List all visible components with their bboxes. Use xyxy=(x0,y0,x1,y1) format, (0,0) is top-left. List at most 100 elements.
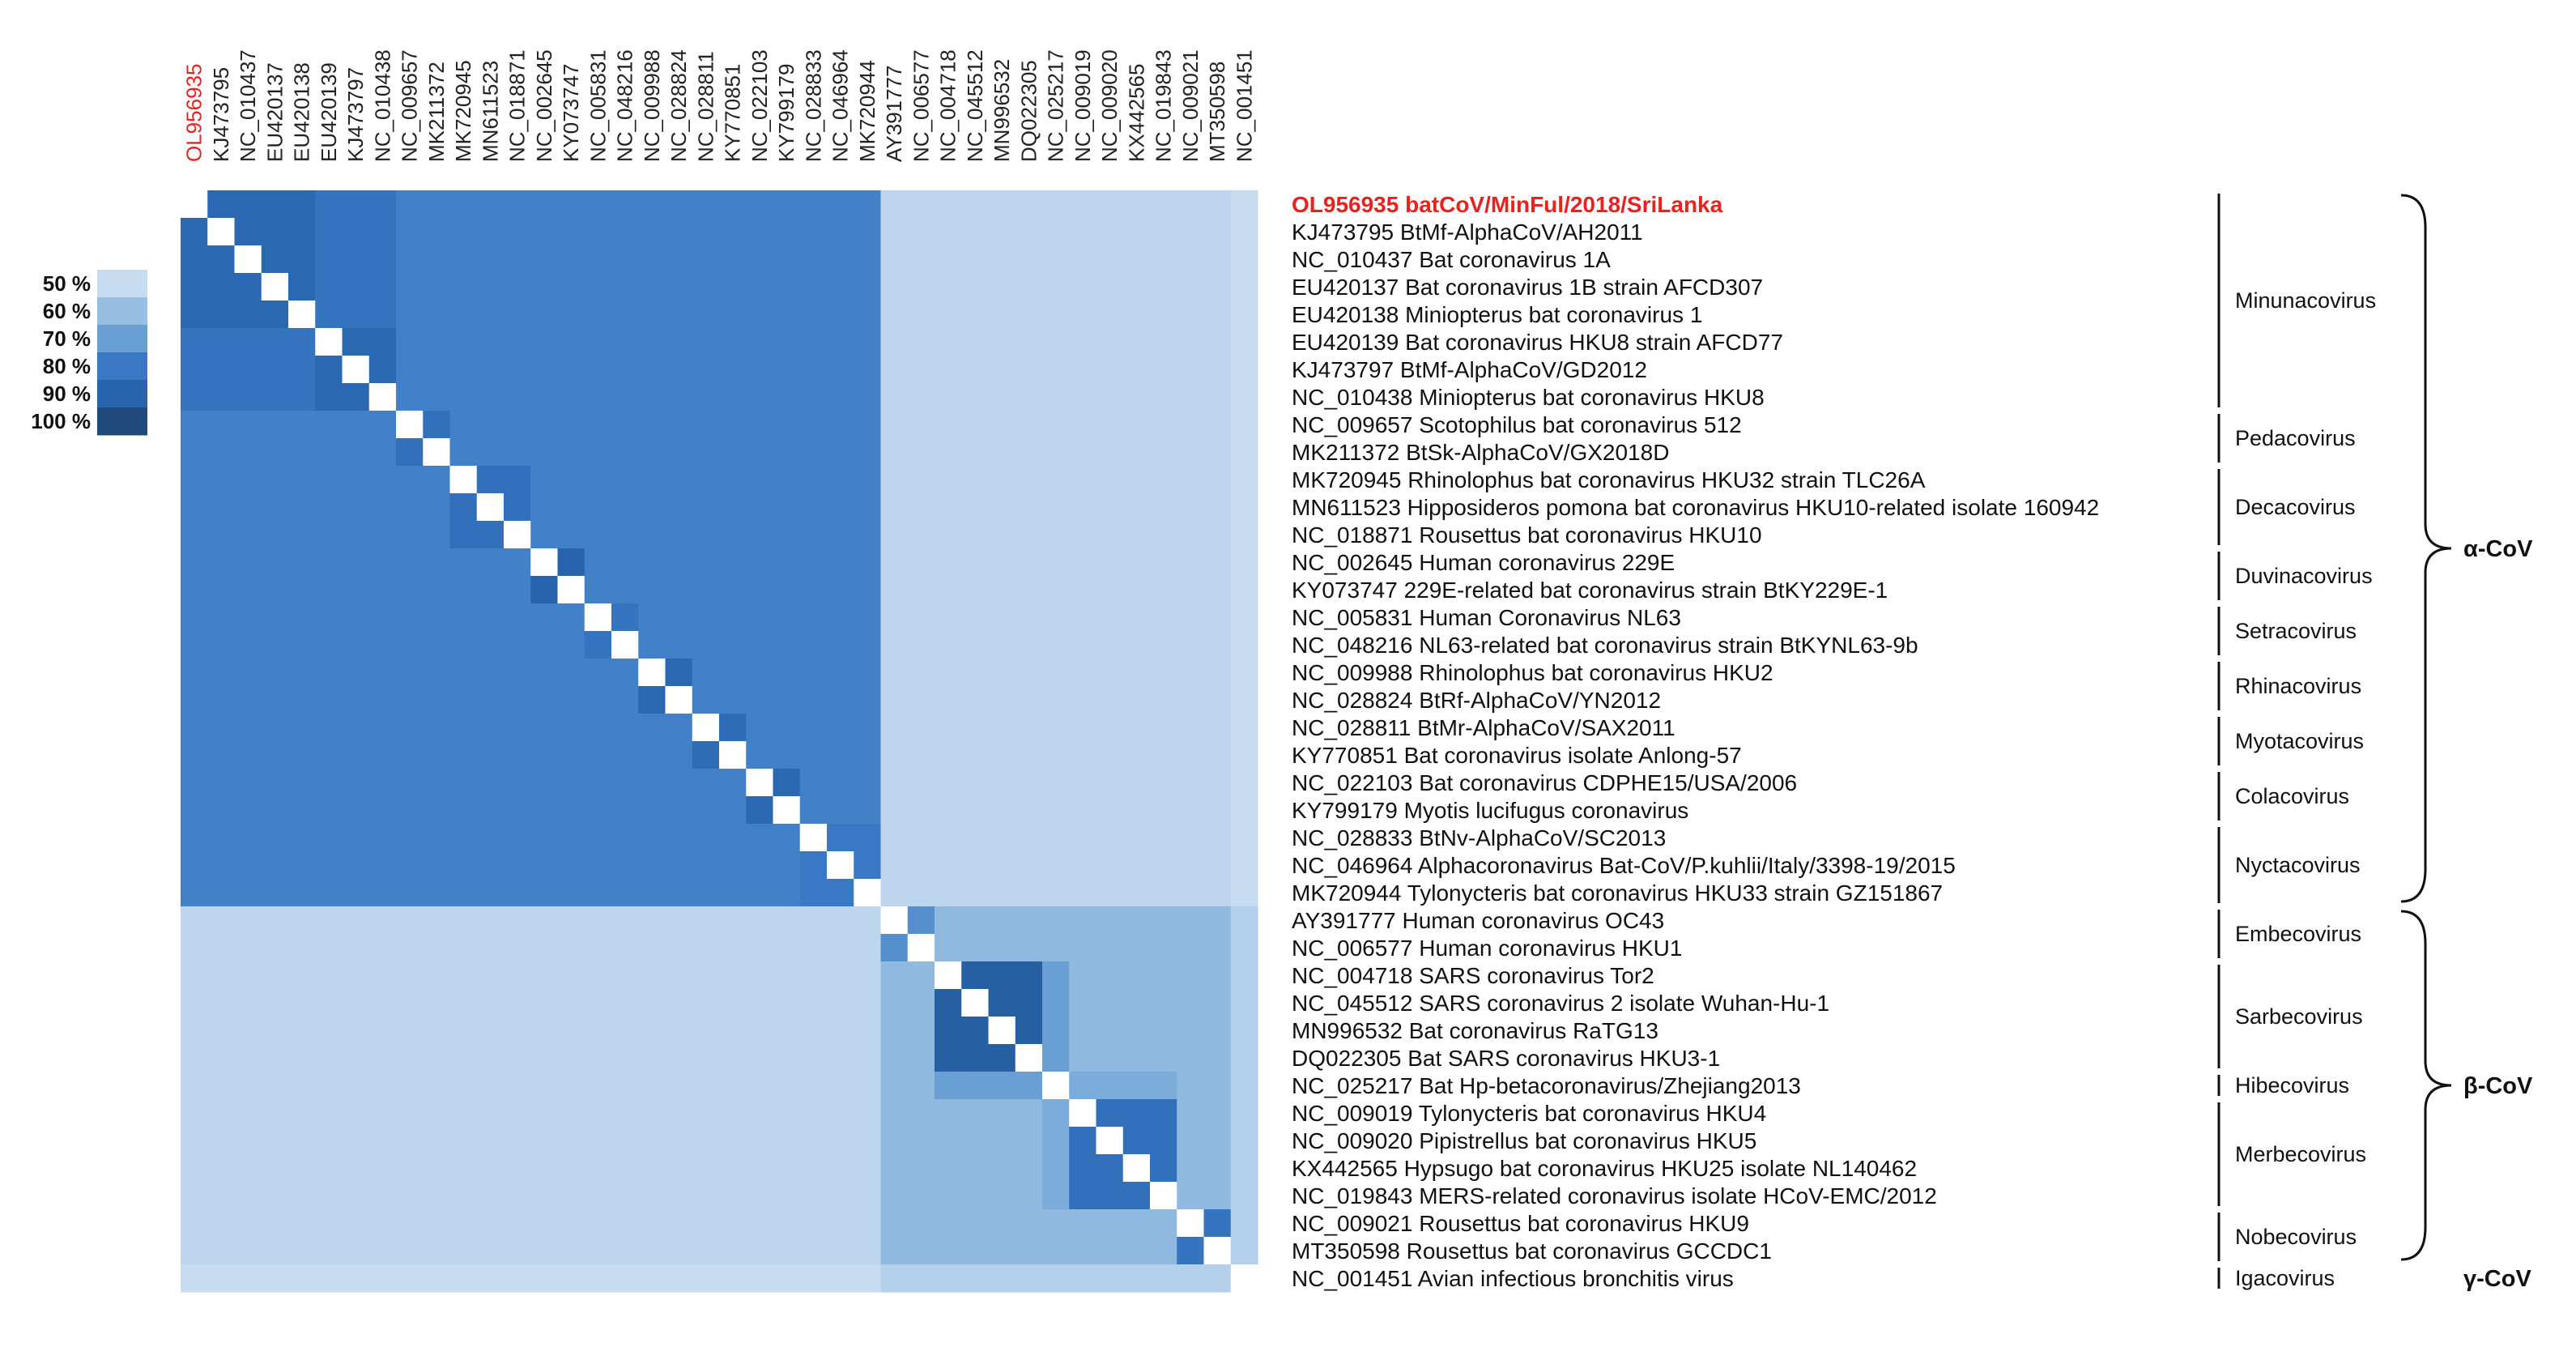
heatmap-cell xyxy=(1230,961,1258,990)
heatmap-cell xyxy=(584,1127,612,1155)
heatmap-cell xyxy=(611,824,639,852)
heatmap-cell xyxy=(1122,411,1151,439)
heatmap-cell xyxy=(396,521,424,549)
heatmap-cell xyxy=(181,741,208,769)
row-label: NC_028824 BtRf-AlphaCoV/YN2012 xyxy=(1292,688,1661,713)
heatmap-cell xyxy=(1230,1072,1258,1100)
heatmap-cell xyxy=(988,961,1016,990)
heatmap-cell xyxy=(1069,1017,1097,1045)
heatmap-cell xyxy=(504,356,531,384)
heatmap-cell xyxy=(827,190,854,219)
heatmap-cell xyxy=(1203,851,1232,880)
heatmap-cell xyxy=(799,576,828,604)
heatmap-cell xyxy=(988,631,1016,659)
heatmap-cell xyxy=(1122,603,1151,632)
heatmap-cell xyxy=(719,1154,747,1183)
heatmap-cell xyxy=(1203,548,1232,577)
legend-label: 50 % xyxy=(43,271,91,296)
heatmap-cell xyxy=(827,548,854,577)
heatmap-cell xyxy=(799,383,828,411)
heatmap-cell xyxy=(1069,906,1097,935)
heatmap-cell xyxy=(368,824,397,852)
column-label: NC_019843 xyxy=(1152,49,1176,162)
heatmap-cell xyxy=(907,1154,935,1183)
heatmap-cell xyxy=(530,1209,559,1238)
heatmap-cell xyxy=(961,741,990,769)
heatmap-cell xyxy=(1069,851,1097,880)
heatmap-cell xyxy=(368,1127,397,1155)
heatmap-cell xyxy=(1069,190,1097,219)
column-label: KJ473797 xyxy=(343,67,368,162)
heatmap-cell xyxy=(665,603,693,632)
heatmap-cell xyxy=(368,190,397,219)
heatmap-cell xyxy=(207,1072,236,1100)
heatmap-cell xyxy=(315,190,343,219)
heatmap-cell xyxy=(799,989,828,1017)
heatmap-cell xyxy=(1150,659,1177,687)
heatmap-cell xyxy=(773,1237,801,1265)
heatmap-cell xyxy=(1096,1182,1124,1210)
column-label: NC_045512 xyxy=(963,49,987,162)
heatmap-cell xyxy=(1203,796,1232,825)
heatmap-cell xyxy=(611,631,639,659)
heatmap-cell xyxy=(907,1264,935,1293)
heatmap-cell xyxy=(1069,989,1097,1017)
heatmap-cell xyxy=(1230,576,1258,604)
legend-label: 90 % xyxy=(43,382,91,406)
heatmap-cell xyxy=(799,1044,828,1072)
row-label: NC_002645 Human coronavirus 229E xyxy=(1292,550,1675,575)
heatmap-cell xyxy=(342,548,370,577)
heatmap-cell xyxy=(611,1182,639,1210)
heatmap-cell xyxy=(1230,466,1258,494)
column-label: NC_048216 xyxy=(613,49,637,162)
heatmap-cell xyxy=(746,686,774,714)
heatmap-cell xyxy=(1122,741,1151,769)
heatmap-cell xyxy=(449,1154,478,1183)
heatmap-cell xyxy=(261,1072,289,1100)
heatmap-cell xyxy=(557,906,585,935)
heatmap-cell xyxy=(1015,879,1043,907)
heatmap-cell xyxy=(234,1044,262,1072)
row-label: NC_001451 Avian infectious bronchitis vi… xyxy=(1292,1266,1734,1291)
heatmap-cell xyxy=(880,218,909,246)
heatmap-cell xyxy=(961,411,990,439)
heatmap-cell xyxy=(854,603,882,632)
heatmap-cell xyxy=(665,769,693,797)
heatmap-cell xyxy=(665,411,693,439)
heatmap-cell xyxy=(1203,190,1232,219)
heatmap-cell xyxy=(1150,686,1177,714)
heatmap-cell xyxy=(1015,1044,1043,1072)
heatmap-cell xyxy=(1230,328,1258,356)
heatmap-cell xyxy=(907,961,935,990)
heatmap-cell xyxy=(638,1209,666,1238)
heatmap-cell xyxy=(181,273,208,301)
heatmap-cell xyxy=(880,741,909,769)
heatmap-cell xyxy=(315,714,343,742)
heatmap-cell xyxy=(827,1237,854,1265)
heatmap-cell xyxy=(1122,1127,1151,1155)
heatmap-cell xyxy=(827,906,854,935)
heatmap-cell xyxy=(988,383,1016,411)
heatmap-cell xyxy=(207,851,236,880)
heatmap-cell xyxy=(961,659,990,687)
heatmap-cell xyxy=(1015,1017,1043,1045)
heatmap-cell xyxy=(476,328,505,356)
heatmap-cell xyxy=(746,301,774,329)
heatmap-cell xyxy=(476,301,505,329)
heatmap-cell xyxy=(827,741,854,769)
heatmap-cell xyxy=(1069,961,1097,990)
heatmap-cell xyxy=(880,1182,909,1210)
heatmap-cell xyxy=(1230,659,1258,687)
column-label: NC_009021 xyxy=(1178,49,1203,162)
heatmap-cell xyxy=(1150,548,1177,577)
heatmap-cell xyxy=(234,301,262,329)
column-label: KX442565 xyxy=(1124,64,1148,162)
heatmap-cell xyxy=(1230,741,1258,769)
heatmap-cell xyxy=(1042,906,1070,935)
heatmap-cell xyxy=(1203,906,1232,935)
heatmap-cell xyxy=(880,273,909,301)
heatmap-cell xyxy=(261,356,289,384)
heatmap-cell xyxy=(665,218,693,246)
heatmap-cell xyxy=(476,1209,505,1238)
heatmap-cell xyxy=(773,879,801,907)
